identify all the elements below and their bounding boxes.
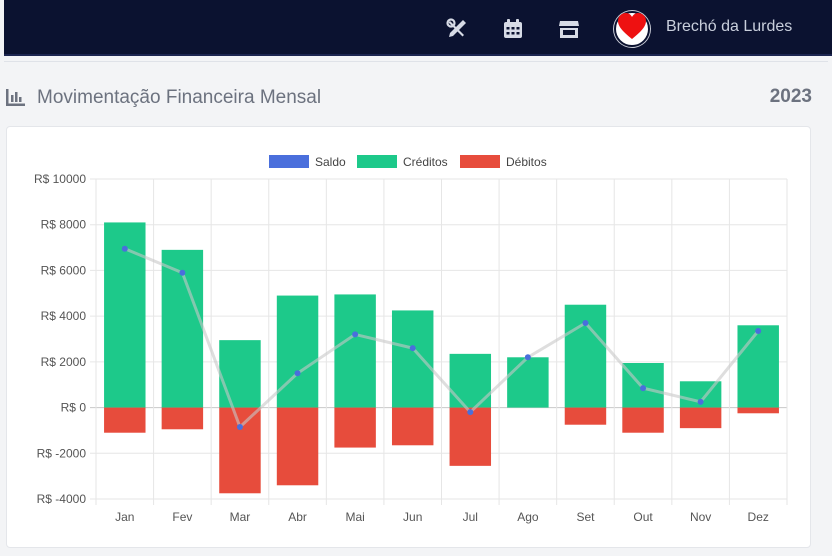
point-saldo [697, 398, 704, 405]
y-tick-label: R$ 8000 [41, 218, 87, 232]
bar-debitos [679, 407, 722, 429]
bar-debitos [161, 407, 204, 430]
y-tick-label: R$ 4000 [41, 309, 87, 323]
x-tick-label: Jan [115, 510, 134, 524]
y-tick-label: R$ 0 [61, 401, 87, 415]
top-navbar: Brechó da Lurdes [4, 0, 832, 56]
page-header: Movimentação Financeira Mensal 2023 [0, 80, 832, 116]
legend-swatch [269, 155, 309, 168]
point-saldo [409, 345, 416, 352]
bar-creditos [391, 310, 434, 408]
x-tick-label: Mar [230, 510, 251, 524]
point-saldo [352, 331, 359, 338]
page-title: Movimentação Financeira Mensal [37, 87, 322, 108]
year-label: 2023 [769, 86, 812, 107]
point-saldo [236, 424, 243, 430]
x-tick-label: Dez [748, 510, 769, 524]
avatar[interactable] [614, 11, 650, 47]
chart-card: R$ 10000 R$ 8000 R$ 6000 R$ 4000 R$ 2000 R$ 0… [6, 126, 811, 548]
point-saldo [467, 409, 474, 416]
bar-debitos [391, 407, 434, 446]
tools-icon[interactable] [445, 17, 469, 41]
bar-creditos [219, 340, 261, 408]
bar-debitos [219, 407, 261, 494]
x-tick-label: Mai [345, 510, 364, 524]
point-saldo [582, 320, 589, 326]
bar-debitos [449, 407, 492, 466]
calendar-icon[interactable] [501, 17, 525, 41]
bar-chart-icon [6, 89, 25, 111]
x-tick-label: Nov [690, 510, 711, 524]
point-saldo [294, 370, 301, 377]
y-tick-label: R$ -4000 [37, 492, 87, 506]
bar-debitos [564, 407, 607, 425]
legend-label: Créditos [403, 155, 448, 169]
bar-debitos [104, 407, 146, 433]
x-tick-label: Fev [172, 510, 192, 524]
point-saldo [640, 385, 647, 392]
legend-swatch [357, 155, 397, 168]
heart-icon [617, 12, 647, 46]
point-saldo [524, 354, 531, 361]
store-icon[interactable] [557, 17, 581, 41]
point-saldo [755, 328, 762, 334]
legend-label: Saldo [315, 155, 346, 169]
legend-label: Débitos [506, 155, 547, 169]
y-tick-label: R$ 10000 [34, 172, 86, 186]
x-tick-label: Set [576, 510, 595, 524]
y-tick-label: R$ 6000 [41, 263, 87, 277]
financial-chart: R$ 10000 R$ 8000 R$ 6000 R$ 4000 R$ 2000 R$ 0… [34, 155, 788, 524]
bar-debitos [276, 407, 319, 486]
y-tick-label: R$ -2000 [37, 446, 87, 460]
bar-creditos [276, 295, 319, 408]
x-tick-label: Jul [463, 510, 478, 524]
point-saldo [179, 269, 186, 276]
bar-debitos [622, 407, 664, 433]
y-tick-label: R$ 2000 [41, 355, 87, 369]
x-tick-label: Ago [517, 510, 539, 524]
line-saldo [124, 247, 760, 430]
bar-creditos [507, 357, 549, 408]
point-saldo [121, 245, 128, 252]
legend-swatch [460, 155, 500, 168]
x-tick-label: Abr [288, 510, 307, 524]
bar-creditos [737, 325, 779, 408]
bar-debitos [334, 407, 376, 448]
bar-creditos [334, 294, 376, 408]
user-name[interactable]: Brechó da Lurdes [666, 18, 793, 35]
divider [4, 61, 828, 62]
bar-debitos [737, 407, 779, 414]
x-tick-label: Out [633, 510, 653, 524]
x-tick-label: Jun [403, 510, 422, 524]
